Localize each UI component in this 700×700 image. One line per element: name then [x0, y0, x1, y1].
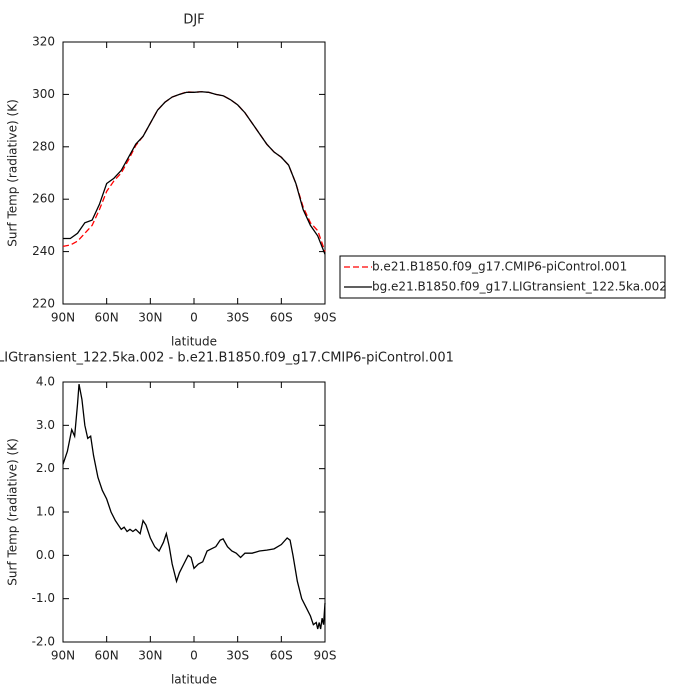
x-tick-label: 60N [95, 311, 119, 325]
x-tick-label: 60S [270, 649, 293, 663]
y-axis-label: Surf Temp (radiative) (K) [6, 99, 20, 247]
x-tick-label: 90N [51, 649, 75, 663]
plot-frame [62, 41, 326, 305]
panel: LIGtransient_122.5ka.002 - b.e21.B1850.f… [0, 351, 454, 687]
y-tick-label: 1.0 [36, 505, 55, 519]
x-tick-label: 0 [190, 311, 198, 325]
y-tick-label: -2.0 [32, 635, 55, 649]
data-line [62, 91, 326, 252]
chart-title: LIGtransient_122.5ka.002 - b.e21.B1850.f… [0, 351, 454, 366]
y-tick-label: 280 [32, 139, 55, 153]
legend-box [339, 255, 666, 299]
data-line [63, 91, 326, 255]
y-tick-label: 4.0 [36, 375, 55, 389]
x-tick-label: 30N [138, 649, 162, 663]
x-axis-label: latitude [171, 673, 217, 687]
y-tick-label: 320 [32, 35, 55, 49]
x-axis-label: latitude [171, 335, 217, 349]
y-tick-label: -1.0 [32, 591, 55, 605]
legend-label: b.e21.B1850.f09_g17.CMIP6-piControl.001 [372, 260, 627, 274]
y-tick-label: 300 [32, 87, 55, 101]
x-tick-label: 90S [314, 311, 337, 325]
x-tick-label: 90S [314, 649, 337, 663]
y-tick-label: 240 [32, 244, 55, 258]
x-tick-label: 60S [270, 311, 293, 325]
y-axis-label: Surf Temp (radiative) (K) [6, 438, 20, 586]
panel: DJF latitude Surf Temp (radiative) (K) 90N 6… [6, 13, 667, 349]
x-tick-label: 30S [226, 311, 249, 325]
data-line [62, 384, 326, 630]
y-tick-label: 260 [32, 192, 55, 206]
y-tick-label: 3.0 [36, 418, 55, 432]
x-tick-label: 30S [226, 649, 249, 663]
chart-title: DJF [183, 13, 204, 28]
y-tick-label: 0.0 [36, 548, 55, 562]
x-tick-label: 30N [138, 311, 162, 325]
x-tick-label: 0 [190, 649, 198, 663]
y-tick-label: 2.0 [36, 461, 55, 475]
x-tick-label: 90N [51, 311, 75, 325]
y-tick-label: 220 [32, 297, 55, 311]
x-tick-label: 60N [95, 649, 119, 663]
plot-frame [62, 381, 326, 643]
legend-label: bg.e21.B1850.f09_g17.LIGtransient_122.5k… [372, 280, 667, 294]
